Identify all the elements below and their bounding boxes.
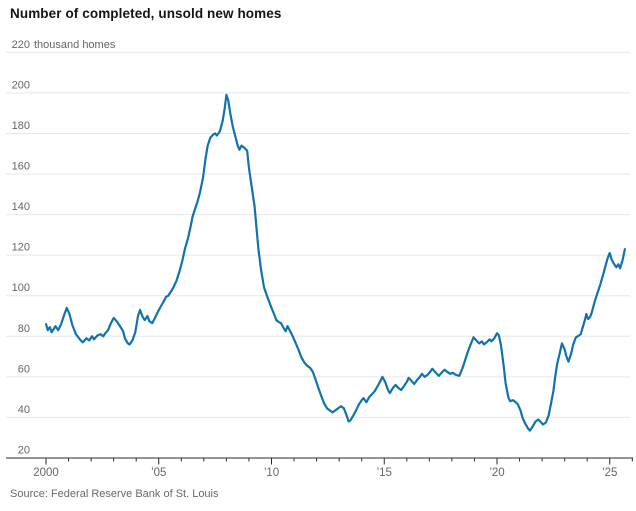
svg-text:2000: 2000 <box>33 467 59 479</box>
svg-text:80: 80 <box>18 323 30 335</box>
svg-text:60: 60 <box>18 363 30 375</box>
svg-text:100: 100 <box>12 282 30 294</box>
x-axis-labels: 2000 ’05 ’10 ’15 ’20 ’25 <box>33 467 617 479</box>
data-line <box>44 93 626 432</box>
chart-title: Number of completed, unsold new homes <box>10 6 282 21</box>
svg-text:’05: ’05 <box>151 467 166 479</box>
svg-text:180: 180 <box>12 120 30 132</box>
gridlines <box>6 51 630 418</box>
svg-text:160: 160 <box>12 161 30 173</box>
svg-text:140: 140 <box>12 201 30 213</box>
x-axis-ticks <box>45 458 633 465</box>
svg-text:220: 220 <box>12 39 30 51</box>
svg-text:’15: ’15 <box>377 467 392 479</box>
svg-text:20: 20 <box>18 445 30 457</box>
svg-text:120: 120 <box>12 242 30 254</box>
svg-text:200: 200 <box>12 79 30 91</box>
svg-text:’10: ’10 <box>264 467 279 479</box>
svg-text:’25: ’25 <box>602 467 617 479</box>
y-axis-labels: 220 thousand homes 200 180 160 140 120 100 80 60 4… <box>12 39 116 457</box>
svg-text:40: 40 <box>18 404 30 416</box>
svg-text:’20: ’20 <box>489 467 504 479</box>
unit-label: thousand homes <box>34 39 116 51</box>
source-note: Source: Federal Reserve Bank of St. Loui… <box>10 488 219 500</box>
